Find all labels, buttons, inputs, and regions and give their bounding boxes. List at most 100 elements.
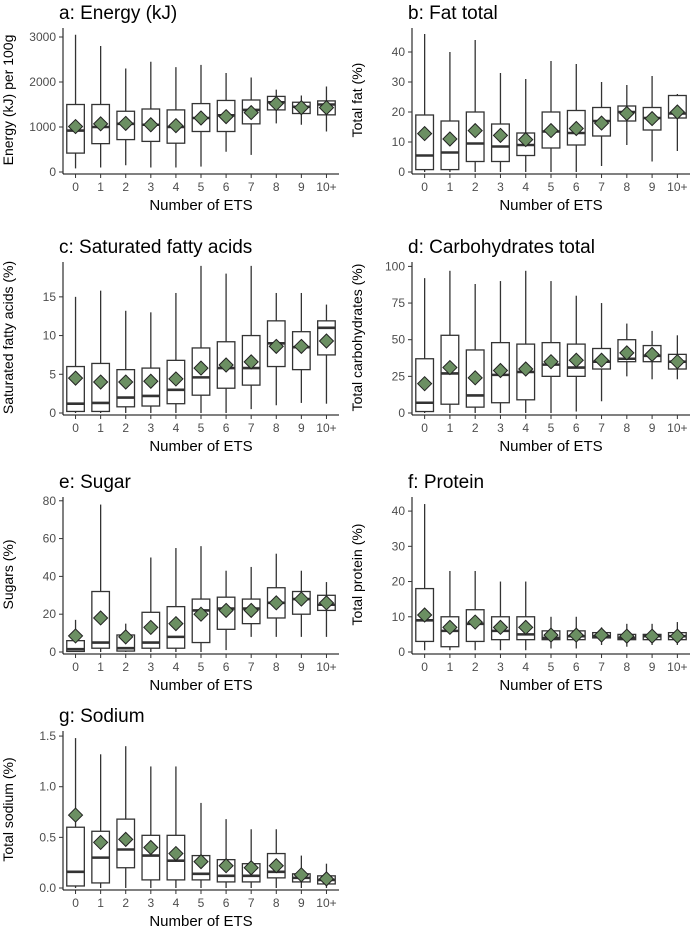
x-tick-label: 5 (548, 660, 555, 674)
x-tick-label: 1 (447, 180, 454, 194)
x-tick-label: 5 (198, 896, 205, 910)
mean-marker (268, 858, 284, 874)
mean-marker (168, 117, 184, 134)
y-axis-label: Sugars (%) (0, 539, 16, 609)
y-tick-label: 25 (392, 369, 406, 383)
y-tick-label: 40 (392, 45, 406, 59)
mean-marker (467, 614, 483, 630)
y-tick-label: 1000 (29, 120, 56, 134)
panel-1: b: Fat total 0 10 20 30 40 0 1 2 3 4 5 6 7 8 9 10+ Number… (349, 3, 690, 214)
x-axis-label: Number of ETS (149, 438, 252, 455)
x-tick-label: 4 (173, 421, 180, 435)
mean-marker (619, 105, 635, 122)
x-tick-label: 4 (173, 180, 180, 194)
y-tick-label: 75 (392, 296, 406, 310)
x-tick-label: 9 (298, 421, 305, 435)
mean-marker (318, 333, 335, 349)
y-tick-label: 20 (43, 607, 57, 621)
y-tick-label: 40 (392, 504, 406, 518)
y-axis-label: Total carbohydrates (%) (349, 264, 365, 412)
x-tick-label: 3 (147, 180, 154, 194)
mean-marker (92, 610, 109, 626)
mean-marker (318, 595, 335, 611)
x-tick-label: 9 (649, 660, 656, 674)
x-tick-label: 2 (472, 660, 479, 674)
y-tick-label: 0 (398, 645, 405, 659)
x-tick-label: 6 (573, 180, 580, 194)
mean-marker (568, 120, 584, 137)
x-axis-label: Number of ETS (149, 197, 252, 214)
x-tick-label: 1 (97, 421, 104, 435)
mean-marker (543, 627, 559, 643)
x-tick-label: 7 (598, 180, 605, 194)
x-tick-label: 2 (122, 660, 129, 674)
mean-marker (669, 628, 686, 644)
mean-marker (168, 845, 184, 862)
x-tick-label: 9 (298, 896, 305, 910)
y-tick-label: 0.0 (39, 881, 56, 895)
x-axis-label: Number of ETS (149, 677, 252, 694)
panel-4: e: Sugar 0 20 40 60 80 0 1 2 3 4 5 6 7 8 9 10+ Number of … (0, 472, 339, 694)
x-tick-label: 9 (298, 660, 305, 674)
x-tick-label: 9 (649, 180, 656, 194)
y-tick-label: 5 (49, 367, 56, 381)
x-tick-label: 0 (72, 421, 79, 435)
panel-title: c: Saturated fatty acids (59, 237, 252, 258)
mean-marker (318, 99, 335, 116)
panel-5: f: Protein 0 10 20 30 40 0 1 2 3 4 5 6 7 8 9 10+ Number o… (349, 472, 690, 694)
x-tick-label: 8 (623, 421, 630, 435)
panel-title: b: Fat total (408, 3, 498, 24)
mean-marker (644, 628, 660, 644)
y-tick-label: 10 (392, 610, 406, 624)
y-tick-label: 0 (49, 645, 56, 659)
x-tick-label: 8 (273, 180, 280, 194)
x-tick-label: 10+ (316, 660, 336, 674)
x-tick-label: 8 (623, 660, 630, 674)
y-axis-label: Total sodium (%) (0, 757, 16, 861)
mean-marker (416, 607, 433, 623)
x-tick-label: 3 (147, 660, 154, 674)
x-tick-label: 7 (248, 660, 255, 674)
mean-marker (218, 602, 234, 619)
x-axis-label: Number of ETS (499, 197, 602, 214)
x-tick-label: 3 (147, 421, 154, 435)
x-tick-label: 8 (273, 896, 280, 910)
x-tick-label: 6 (573, 421, 580, 435)
y-tick-label: 1.5 (39, 729, 56, 743)
panel-title: f: Protein (408, 472, 484, 493)
x-tick-label: 3 (497, 180, 504, 194)
mean-marker (92, 374, 109, 390)
x-tick-label: 5 (198, 660, 205, 674)
x-tick-label: 3 (497, 421, 504, 435)
x-tick-label: 10+ (667, 180, 687, 194)
y-tick-label: 30 (392, 75, 406, 89)
mean-marker (619, 628, 635, 644)
x-tick-label: 8 (273, 660, 280, 674)
y-tick-label: 15 (43, 290, 57, 304)
x-tick-label: 2 (122, 421, 129, 435)
y-tick-label: 0 (398, 406, 405, 420)
mean-marker (118, 831, 134, 848)
panel-0: a: Energy (kJ) 0 1000 2000 3000 0 1 2 3 4 5 6 7 8 9 10+… (0, 3, 339, 214)
box-iqr (66, 826, 85, 887)
mean-marker (67, 807, 84, 823)
x-tick-label: 2 (122, 180, 129, 194)
mean-marker (168, 615, 184, 632)
panel-title: a: Energy (kJ) (59, 3, 177, 24)
x-tick-label: 1 (97, 896, 104, 910)
y-tick-label: 0 (398, 165, 405, 179)
x-tick-label: 5 (198, 421, 205, 435)
y-axis-label: Saturated fatty acids (%) (0, 261, 16, 414)
x-tick-label: 5 (548, 180, 555, 194)
mean-marker (593, 352, 610, 368)
mean-marker (644, 346, 660, 363)
x-tick-label: 6 (223, 660, 230, 674)
x-tick-label: 3 (497, 660, 504, 674)
x-tick-label: 2 (472, 180, 479, 194)
x-tick-label: 10+ (667, 421, 687, 435)
mean-marker (118, 374, 134, 390)
y-axis-label: Energy (kJ) per 100g (0, 35, 16, 166)
y-tick-label: 20 (392, 105, 406, 119)
x-tick-label: 10+ (316, 421, 336, 435)
